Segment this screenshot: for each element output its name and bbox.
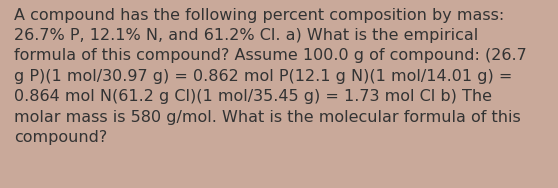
Text: A compound has the following percent composition by mass:
26.7% P, 12.1% N, and : A compound has the following percent com… xyxy=(14,8,527,145)
